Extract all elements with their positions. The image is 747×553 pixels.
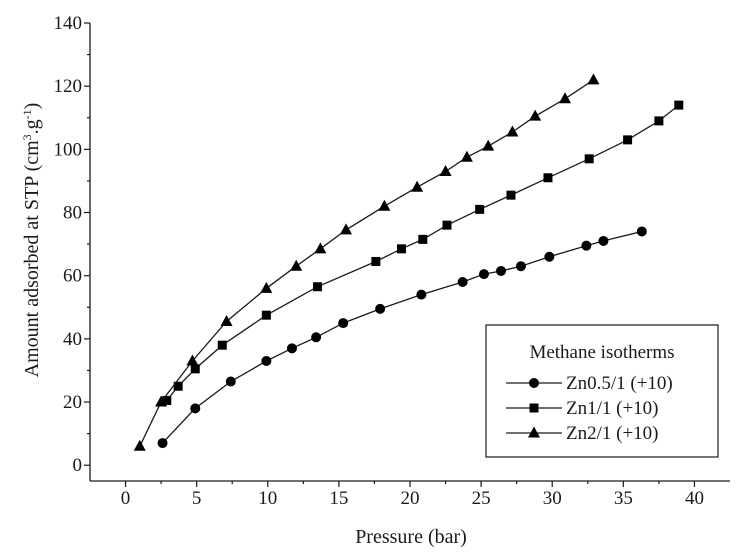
legend-marker-triangle bbox=[528, 426, 540, 438]
data-point-circle bbox=[636, 226, 647, 237]
data-point-square bbox=[371, 256, 381, 266]
data-point-square bbox=[313, 282, 323, 292]
x-tick-label: 20 bbox=[401, 488, 420, 509]
legend-marker-circle bbox=[529, 378, 539, 388]
data-point-square bbox=[442, 220, 452, 230]
data-point-triangle bbox=[186, 354, 199, 366]
y-axis-title-mid: .g bbox=[21, 119, 43, 134]
data-point-circle bbox=[157, 438, 168, 449]
series-triangle bbox=[133, 73, 600, 451]
legend-entries: Zn0.5/1 (+10) Zn1/1 (+10) Zn2/1 (+10) bbox=[506, 373, 673, 444]
data-point-circle bbox=[515, 261, 526, 272]
data-point-square bbox=[584, 154, 594, 164]
data-point-triangle bbox=[559, 92, 572, 104]
legend-box bbox=[485, 324, 719, 458]
y-axis-title-sup-2: -1 bbox=[20, 109, 34, 119]
data-point-circle bbox=[544, 251, 555, 262]
data-point-square bbox=[623, 135, 633, 145]
data-point-triangle bbox=[411, 180, 424, 192]
data-point-square bbox=[475, 204, 485, 214]
legend-marker-square bbox=[529, 403, 539, 413]
data-point-triangle bbox=[314, 242, 327, 254]
data-point-triangle bbox=[133, 439, 146, 451]
data-point-circle bbox=[375, 303, 386, 314]
data-point-triangle bbox=[439, 164, 452, 176]
legend: Methane isotherms Zn0.5/1 (+10) Zn1/1 (+1… bbox=[485, 324, 719, 458]
y-tick-label: 120 bbox=[54, 76, 83, 97]
y-tick-label: 20 bbox=[63, 392, 82, 413]
x-axis-title: Pressure (bar) bbox=[355, 526, 467, 548]
data-point-square bbox=[543, 173, 553, 183]
legend-title: Methane isotherms bbox=[529, 342, 674, 363]
y-tick-label: 80 bbox=[63, 203, 82, 224]
data-point-triangle bbox=[529, 109, 542, 121]
data-point-square bbox=[217, 340, 227, 350]
data-point-circle bbox=[598, 235, 609, 246]
y-tick-label: 140 bbox=[54, 13, 83, 34]
data-point-circle bbox=[581, 240, 592, 251]
legend-label: Zn0.5/1 (+10) bbox=[566, 373, 673, 394]
data-point-square bbox=[396, 244, 406, 254]
data-point-circle bbox=[457, 277, 468, 288]
x-tick-label: 35 bbox=[614, 488, 633, 509]
x-tick-label: 10 bbox=[258, 488, 277, 509]
data-point-triangle bbox=[155, 395, 168, 407]
data-point-circle bbox=[190, 403, 201, 414]
x-tick-label: 40 bbox=[685, 488, 704, 509]
data-point-triangle bbox=[220, 314, 233, 326]
y-tick-label: 40 bbox=[63, 329, 82, 350]
data-point-square bbox=[173, 381, 183, 391]
legend-entry: Zn2/1 (+10) bbox=[506, 423, 659, 444]
data-point-square bbox=[654, 116, 664, 126]
data-point-triangle bbox=[260, 281, 273, 293]
axes: 0 20 40 60 80 100 120 140 0 5 10 15 20 25 30 35 40 bbox=[54, 13, 730, 509]
x-tick-label: 25 bbox=[472, 488, 491, 509]
y-tick-label: 0 bbox=[73, 455, 83, 476]
data-point-triangle bbox=[290, 259, 303, 271]
series-square bbox=[162, 100, 684, 405]
data-point-circle bbox=[338, 318, 349, 329]
data-point-circle bbox=[416, 289, 427, 300]
legend-entry: Zn0.5/1 (+10) bbox=[506, 373, 673, 394]
data-point-circle bbox=[311, 332, 322, 343]
y-tick-label: 100 bbox=[54, 139, 83, 160]
data-point-circle bbox=[478, 269, 489, 280]
y-axis-title: Amount adsorbed at STP (cm3.g-1) bbox=[20, 103, 43, 378]
data-point-circle bbox=[261, 355, 272, 366]
data-point-square bbox=[418, 234, 428, 244]
legend-entry: Zn1/1 (+10) bbox=[506, 398, 659, 419]
data-point-circle bbox=[286, 343, 297, 354]
data-point-triangle bbox=[482, 139, 495, 151]
data-point-triangle bbox=[587, 73, 600, 85]
data-point-square bbox=[506, 190, 516, 200]
data-point-triangle bbox=[460, 150, 473, 162]
data-point-triangle bbox=[378, 199, 391, 211]
data-point-triangle bbox=[506, 125, 519, 137]
series-layer bbox=[133, 73, 684, 451]
x-tick-label: 5 bbox=[192, 488, 202, 509]
x-tick-label: 0 bbox=[121, 488, 131, 509]
data-point-square bbox=[674, 100, 684, 110]
x-tick-label: 30 bbox=[543, 488, 562, 509]
series-circle bbox=[157, 226, 647, 449]
data-point-circle bbox=[496, 265, 507, 276]
data-point-square bbox=[190, 364, 200, 374]
y-axis-title-main: Amount adsorbed at STP (cm bbox=[21, 140, 43, 377]
y-tick-label: 60 bbox=[63, 266, 82, 287]
data-point-circle bbox=[225, 376, 236, 387]
y-axis-title-sup-1: 3 bbox=[20, 134, 34, 140]
data-point-square bbox=[261, 310, 271, 320]
x-tick-label: 15 bbox=[329, 488, 348, 509]
y-axis-title-end: ) bbox=[21, 103, 43, 110]
data-point-triangle bbox=[340, 223, 352, 235]
data-point-square bbox=[162, 395, 172, 405]
legend-label: Zn2/1 (+10) bbox=[566, 423, 659, 444]
legend-label: Zn1/1 (+10) bbox=[566, 398, 659, 419]
